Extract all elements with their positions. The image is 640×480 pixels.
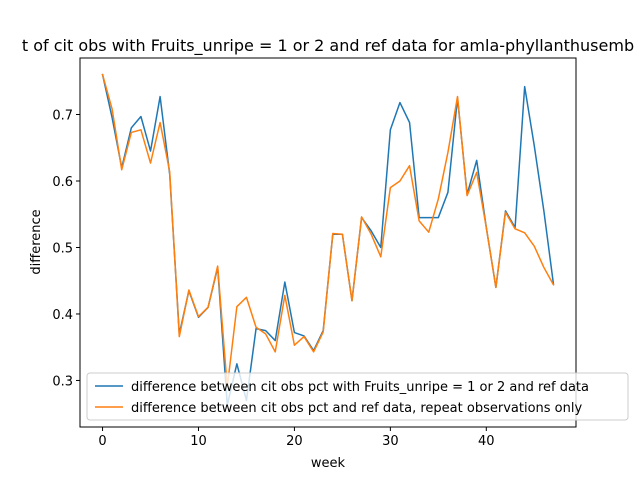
series-line-2 xyxy=(101,73,555,388)
x-tick-label: 20 xyxy=(286,434,303,449)
y-tick-label: 0.3 xyxy=(52,374,73,389)
chart-title: t of cit obs with Fruits_unripe = 1 or 2… xyxy=(22,36,634,56)
y-tick-label: 0.7 xyxy=(52,109,73,124)
x-tick-label: 30 xyxy=(382,434,399,449)
legend: difference between cit obs pct with Frui… xyxy=(86,372,629,421)
x-tick-label: 0 xyxy=(98,434,106,449)
legend-label-series-1: difference between cit obs pct with Frui… xyxy=(131,380,589,395)
x-tick-label: 40 xyxy=(478,434,495,449)
y-tick-label: 0.5 xyxy=(52,241,73,256)
series-layer xyxy=(101,73,555,406)
y-axis-label: difference xyxy=(29,209,44,274)
y-tick-label: 0.6 xyxy=(52,175,73,190)
legend-label-series-2: difference between cit obs pct and ref d… xyxy=(131,401,582,416)
x-tick-label: 10 xyxy=(190,434,207,449)
x-axis: 0 10 20 30 40 xyxy=(98,427,495,449)
y-tick-label: 0.4 xyxy=(52,308,73,323)
y-axis: 0.3 0.4 0.5 0.6 0.7 xyxy=(52,109,80,389)
plot-frame xyxy=(79,57,577,428)
x-axis-label: week xyxy=(311,456,346,471)
legend-box xyxy=(86,372,629,421)
